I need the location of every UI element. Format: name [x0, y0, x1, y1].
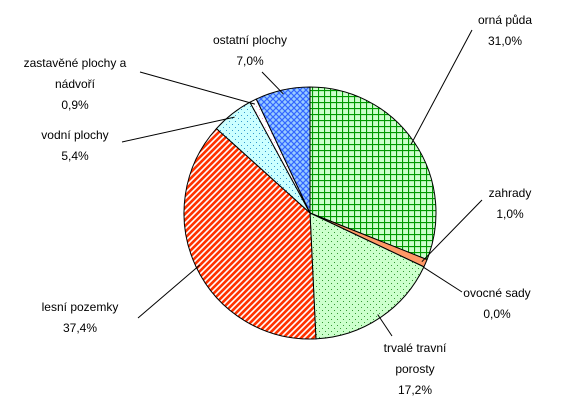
value-label: 0,9%	[61, 98, 89, 112]
slice-label: zastavěné plochy a nádvoří 0,9%	[19, 53, 131, 116]
leader-line	[121, 116, 235, 143]
category-label: ovocné sady	[463, 286, 531, 300]
slice-label: vodní plochy 5,4%	[25, 125, 125, 167]
leader-line	[410, 29, 473, 145]
pie-slice	[183, 127, 317, 340]
value-label: 1,0%	[496, 207, 524, 221]
value-label: 5,4%	[61, 149, 89, 163]
slice-label: trvalé travní porosty 17,2%	[370, 338, 460, 401]
value-label: 7,0%	[236, 54, 264, 68]
slice-label: ostatní plochy 7,0%	[200, 30, 300, 72]
category-label: ostatní plochy	[212, 33, 288, 47]
slice-label: zahrady 1,0%	[465, 183, 555, 225]
slice-label: lesní pozemky 37,4%	[25, 297, 135, 339]
leader-line	[377, 314, 393, 337]
value-label: 31,0%	[487, 34, 523, 48]
category-label: vodní plochy	[41, 128, 109, 142]
leader-line	[420, 264, 463, 293]
leader-line	[261, 71, 284, 95]
slice-label: orná půda 31,0%	[455, 10, 555, 52]
value-label: 0,0%	[483, 307, 511, 321]
category-label: lesní pozemky	[41, 300, 119, 314]
category-label: zastavěné plochy a nádvoří	[23, 56, 127, 91]
category-label: trvalé travní porosty	[383, 341, 447, 376]
slice-label: ovocné sady 0,0%	[447, 283, 547, 325]
value-label: 37,4%	[62, 321, 98, 335]
pie-slice	[255, 86, 311, 214]
leader-line	[137, 264, 201, 319]
category-label: zahrady	[488, 186, 532, 200]
category-label: orná půda	[477, 13, 533, 27]
leader-line	[139, 71, 256, 105]
leader-line	[421, 199, 483, 263]
pie-slice	[309, 86, 437, 261]
value-label: 17,2%	[397, 383, 433, 397]
